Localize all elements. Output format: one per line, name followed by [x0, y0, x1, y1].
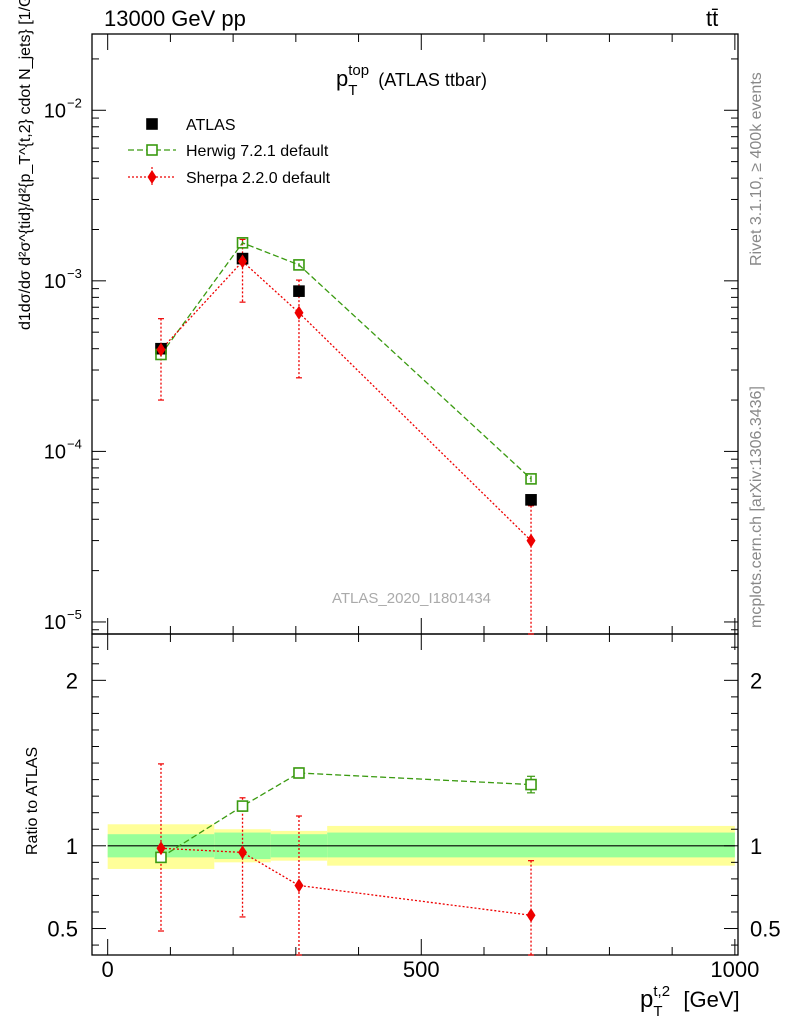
- legend-label: ATLAS: [186, 117, 236, 134]
- title-main: p: [336, 66, 349, 91]
- ratio-panel-frame: [91, 633, 739, 956]
- main-y-tick-label: 10: [44, 612, 66, 634]
- herwig-data-point: [236, 237, 249, 249]
- ratio-sherpa-data-point: [526, 908, 536, 923]
- main-y-tick-exponent: −3: [67, 266, 82, 281]
- ratio-inner-band: [327, 832, 735, 858]
- ratio-sherpa-data-point: [156, 841, 166, 856]
- legend-sherpa-marker: [147, 170, 157, 184]
- herwig-data-point: [525, 473, 537, 485]
- ratio-y-tick-label-right: 2: [750, 668, 762, 693]
- x-label-main: p: [640, 986, 654, 1013]
- ratio-y-tick-label-right: 0.5: [750, 917, 781, 942]
- ratio-y-tick-label-right: 1: [750, 834, 762, 859]
- x-axis-label: p t,2 T [GeV]: [640, 983, 740, 1020]
- x-label-sub: T: [653, 1003, 663, 1020]
- legend-atlas-marker: [146, 118, 158, 130]
- main-y-tick-label: 10: [44, 100, 66, 122]
- main-y-tick-exponent: −4: [67, 436, 82, 451]
- sherpa-data-point: [526, 533, 536, 548]
- herwig-line: [160, 242, 532, 480]
- main-y-tick-exponent: −2: [67, 95, 82, 110]
- herwig-data-point: [293, 259, 305, 271]
- process-label: tt̄: [706, 6, 719, 31]
- ratio-y-tick-label: 2: [66, 668, 78, 693]
- sherpa-data-point: [156, 342, 166, 357]
- ratio-sherpa-line: [160, 847, 532, 916]
- ratio-herwig-line: [160, 772, 532, 858]
- ratio-herwig-data-point: [236, 800, 249, 812]
- ratio-y-tick-label: 1: [66, 834, 78, 859]
- main-y-tick-label: 10: [44, 271, 66, 293]
- x-tick-label: 500: [403, 957, 440, 982]
- ratio-herwig-data-point: [525, 778, 537, 791]
- x-label-tail: [GeV]: [683, 987, 740, 1012]
- main-y-tick-exponent: −5: [67, 607, 82, 622]
- sherpa-line: [160, 260, 532, 542]
- ratio-sherpa-data-point: [294, 878, 304, 893]
- title-tail: (ATLAS ttbar): [378, 70, 487, 90]
- title-sub: T: [348, 82, 358, 99]
- plot-title: p top T (ATLAS ttbar): [336, 62, 487, 99]
- ratio-y-tick-label: 0.5: [47, 917, 78, 942]
- analysis-watermark: ATLAS_2020_I1801434: [332, 590, 492, 607]
- x-tick-label: 1000: [710, 957, 759, 982]
- ratio-herwig-data-point: [293, 767, 305, 779]
- sherpa-data-point: [238, 254, 248, 269]
- sherpa-data-point: [294, 305, 304, 320]
- x-label-sup: t,2: [653, 983, 671, 1000]
- legend-label: Herwig 7.2.1 default: [186, 143, 329, 160]
- legend-label: Sherpa 2.2.0 default: [186, 170, 331, 187]
- atlas-data-point: [293, 285, 305, 297]
- atlas-data-point: [525, 494, 537, 506]
- legend-herwig-marker: [146, 144, 158, 156]
- title-sup: top: [348, 62, 370, 79]
- collision-energy-label: 13000 GeV pp: [104, 6, 246, 31]
- x-tick-label: 0: [102, 957, 114, 982]
- ratio-sherpa-data-point: [238, 845, 248, 860]
- main-y-tick-label: 10: [44, 441, 66, 463]
